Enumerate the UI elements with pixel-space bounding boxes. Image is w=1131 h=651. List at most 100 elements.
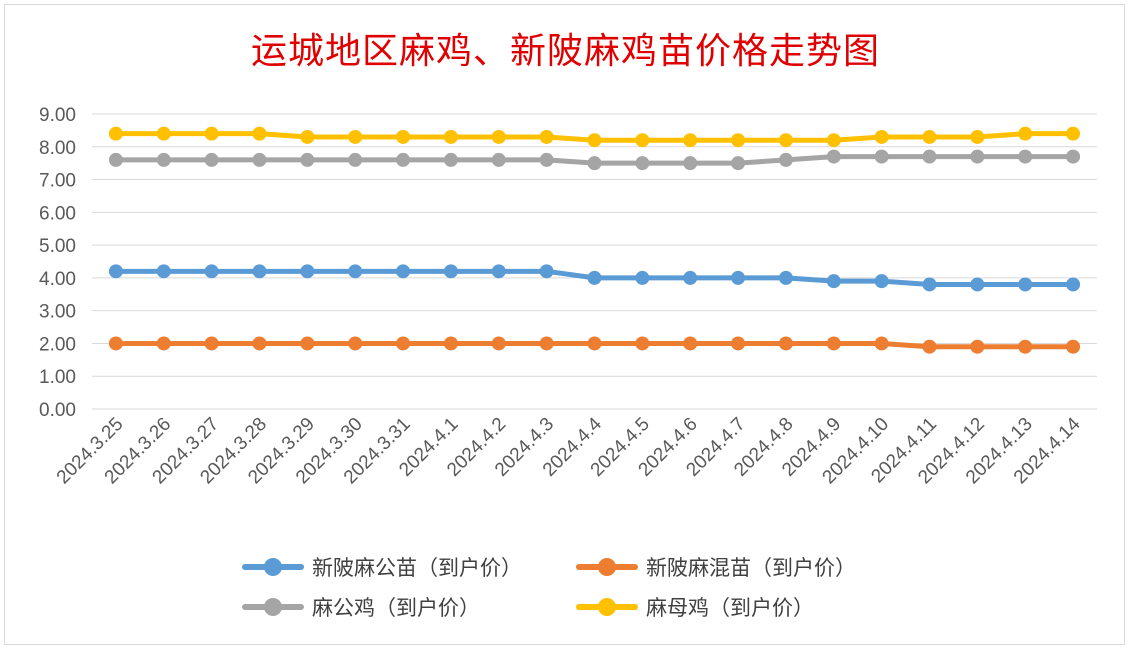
data-point bbox=[108, 152, 123, 167]
data-point bbox=[635, 336, 650, 351]
data-point bbox=[204, 152, 219, 167]
data-point bbox=[826, 133, 841, 148]
y-tick-label: 8.00 bbox=[39, 138, 76, 159]
data-point bbox=[252, 126, 267, 141]
data-point bbox=[156, 264, 171, 279]
data-point bbox=[635, 133, 650, 148]
data-point bbox=[300, 336, 315, 351]
data-point bbox=[683, 156, 698, 171]
data-point bbox=[204, 264, 219, 279]
data-point bbox=[491, 264, 506, 279]
y-tick-label: 4.00 bbox=[39, 269, 76, 290]
legend-item-series-1: 新陂麻公苗（到户价） bbox=[242, 552, 522, 582]
data-point bbox=[396, 152, 411, 167]
legend-label: 新陂麻公苗（到户价） bbox=[312, 556, 522, 580]
data-point bbox=[683, 336, 698, 351]
data-point bbox=[970, 149, 985, 164]
data-point bbox=[252, 264, 267, 279]
data-point bbox=[970, 129, 985, 144]
data-point bbox=[1018, 149, 1033, 164]
data-point bbox=[204, 126, 219, 141]
data-point bbox=[1066, 149, 1081, 164]
data-point bbox=[443, 152, 458, 167]
data-point bbox=[635, 156, 650, 171]
data-point bbox=[778, 133, 793, 148]
data-point bbox=[348, 129, 363, 144]
legend-label: 新陂麻混苗（到户价） bbox=[646, 556, 856, 580]
y-tick-label: 5.00 bbox=[39, 236, 76, 257]
data-point bbox=[922, 339, 937, 354]
data-point bbox=[539, 336, 554, 351]
legend-item-series-2: 新陂麻混苗（到户价） bbox=[576, 552, 856, 582]
data-point bbox=[922, 277, 937, 292]
data-point bbox=[635, 270, 650, 285]
data-point bbox=[1066, 126, 1081, 141]
legend-item-series-4: 麻母鸡（到户价） bbox=[576, 592, 814, 622]
legend-marker-icon bbox=[576, 558, 638, 576]
data-point bbox=[731, 336, 746, 351]
data-point bbox=[1018, 339, 1033, 354]
data-point bbox=[252, 152, 267, 167]
data-point bbox=[778, 152, 793, 167]
data-point bbox=[300, 152, 315, 167]
data-point bbox=[587, 156, 602, 171]
y-tick-label: 9.00 bbox=[39, 105, 76, 126]
chart-title: 运城地区麻鸡、新陂麻鸡苗价格走势图 bbox=[250, 31, 880, 72]
legend-label: 麻公鸡（到户价） bbox=[312, 596, 480, 620]
data-point bbox=[396, 129, 411, 144]
data-point bbox=[874, 336, 889, 351]
data-point bbox=[348, 152, 363, 167]
data-point bbox=[731, 270, 746, 285]
chart-frame bbox=[4, 4, 1125, 645]
data-point bbox=[539, 129, 554, 144]
data-point bbox=[539, 152, 554, 167]
data-point bbox=[683, 270, 698, 285]
data-point bbox=[970, 339, 985, 354]
data-point bbox=[156, 336, 171, 351]
data-point bbox=[348, 336, 363, 351]
data-point bbox=[491, 129, 506, 144]
data-point bbox=[922, 129, 937, 144]
data-point bbox=[826, 149, 841, 164]
y-tick-label: 0.00 bbox=[39, 400, 76, 421]
data-point bbox=[443, 336, 458, 351]
y-tick-label: 2.00 bbox=[39, 334, 76, 355]
legend-marker-icon bbox=[242, 558, 304, 576]
data-point bbox=[970, 277, 985, 292]
data-point bbox=[778, 336, 793, 351]
y-tick-label: 3.00 bbox=[39, 302, 76, 323]
data-point bbox=[731, 156, 746, 171]
data-point bbox=[108, 126, 123, 141]
data-point bbox=[300, 129, 315, 144]
y-tick-label: 1.00 bbox=[39, 367, 76, 388]
legend-marker-icon bbox=[242, 598, 304, 616]
data-point bbox=[826, 336, 841, 351]
y-tick-label: 6.00 bbox=[39, 203, 76, 224]
data-point bbox=[443, 129, 458, 144]
data-point bbox=[348, 264, 363, 279]
y-tick-label: 7.00 bbox=[39, 171, 76, 192]
data-point bbox=[587, 133, 602, 148]
data-point bbox=[874, 129, 889, 144]
data-point bbox=[587, 270, 602, 285]
data-point bbox=[587, 336, 602, 351]
data-point bbox=[300, 264, 315, 279]
data-point bbox=[491, 152, 506, 167]
legend-marker-icon bbox=[576, 598, 638, 616]
data-point bbox=[1066, 339, 1081, 354]
data-point bbox=[491, 336, 506, 351]
data-point bbox=[108, 336, 123, 351]
data-point bbox=[874, 149, 889, 164]
data-point bbox=[826, 274, 841, 289]
data-point bbox=[1018, 277, 1033, 292]
data-point bbox=[683, 133, 698, 148]
data-point bbox=[204, 336, 219, 351]
data-point bbox=[156, 126, 171, 141]
data-point bbox=[1066, 277, 1081, 292]
data-point bbox=[396, 336, 411, 351]
data-point bbox=[1018, 126, 1033, 141]
data-point bbox=[443, 264, 458, 279]
data-point bbox=[778, 270, 793, 285]
data-point bbox=[396, 264, 411, 279]
